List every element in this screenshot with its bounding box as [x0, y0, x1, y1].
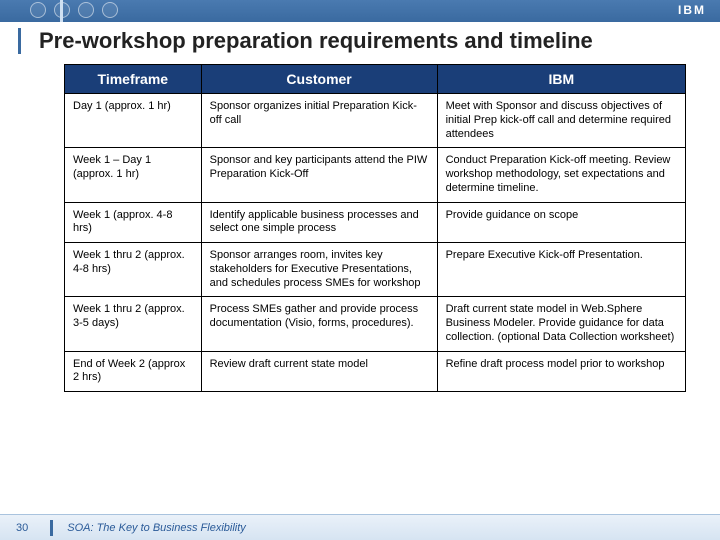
cell-customer: Sponsor organizes initial Preparation Ki…	[201, 94, 437, 148]
footer-accent-bar	[50, 520, 53, 536]
circle-icon	[102, 2, 118, 18]
cell-ibm: Prepare Executive Kick-off Presentation.	[437, 243, 685, 297]
ibm-logo: IBM	[678, 3, 706, 17]
top-band: IBM	[0, 0, 720, 22]
cell-customer: Sponsor arranges room, invites key stake…	[201, 243, 437, 297]
cell-ibm: Draft current state model in Web.Sphere …	[437, 297, 685, 351]
table-container: Timeframe Customer IBM Day 1 (approx. 1 …	[0, 54, 720, 392]
cell-timeframe: Week 1 – Day 1 (approx. 1 hr)	[65, 148, 202, 202]
page-number: 30	[16, 522, 28, 534]
table-row: Week 1 thru 2 (approx. 4-8 hrs)Sponsor a…	[65, 243, 686, 297]
cell-customer: Review draft current state model	[201, 351, 437, 392]
cell-timeframe: End of Week 2 (approx 2 hrs)	[65, 351, 202, 392]
cell-timeframe: Day 1 (approx. 1 hr)	[65, 94, 202, 148]
decorative-circles	[30, 2, 118, 18]
table-row: Week 1 – Day 1 (approx. 1 hr)Sponsor and…	[65, 148, 686, 202]
footer-tagline: SOA: The Key to Business Flexibility	[67, 522, 246, 534]
cell-ibm: Meet with Sponsor and discuss objectives…	[437, 94, 685, 148]
cell-timeframe: Week 1 thru 2 (approx. 3-5 days)	[65, 297, 202, 351]
table-row: Week 1 thru 2 (approx. 3-5 days)Process …	[65, 297, 686, 351]
table-row: End of Week 2 (approx 2 hrs)Review draft…	[65, 351, 686, 392]
footer-band: 30 SOA: The Key to Business Flexibility	[0, 514, 720, 540]
col-header-customer: Customer	[201, 65, 437, 94]
accent-bar	[60, 0, 63, 22]
table-row: Day 1 (approx. 1 hr)Sponsor organizes in…	[65, 94, 686, 148]
cell-customer: Sponsor and key participants attend the …	[201, 148, 437, 202]
cell-ibm: Refine draft process model prior to work…	[437, 351, 685, 392]
table-row: Week 1 (approx. 4-8 hrs)Identify applica…	[65, 202, 686, 243]
circle-icon	[78, 2, 94, 18]
prep-timeline-table: Timeframe Customer IBM Day 1 (approx. 1 …	[64, 64, 686, 392]
col-header-ibm: IBM	[437, 65, 685, 94]
cell-customer: Process SMEs gather and provide process …	[201, 297, 437, 351]
circle-icon	[30, 2, 46, 18]
title-area: Pre-workshop preparation requirements an…	[0, 22, 720, 54]
cell-customer: Identify applicable business processes a…	[201, 202, 437, 243]
cell-ibm: Conduct Preparation Kick-off meeting. Re…	[437, 148, 685, 202]
col-header-timeframe: Timeframe	[65, 65, 202, 94]
cell-timeframe: Week 1 thru 2 (approx. 4-8 hrs)	[65, 243, 202, 297]
cell-timeframe: Week 1 (approx. 4-8 hrs)	[65, 202, 202, 243]
cell-ibm: Provide guidance on scope	[437, 202, 685, 243]
page-title: Pre-workshop preparation requirements an…	[39, 28, 593, 54]
table-header-row: Timeframe Customer IBM	[65, 65, 686, 94]
title-accent-bar	[18, 28, 21, 54]
